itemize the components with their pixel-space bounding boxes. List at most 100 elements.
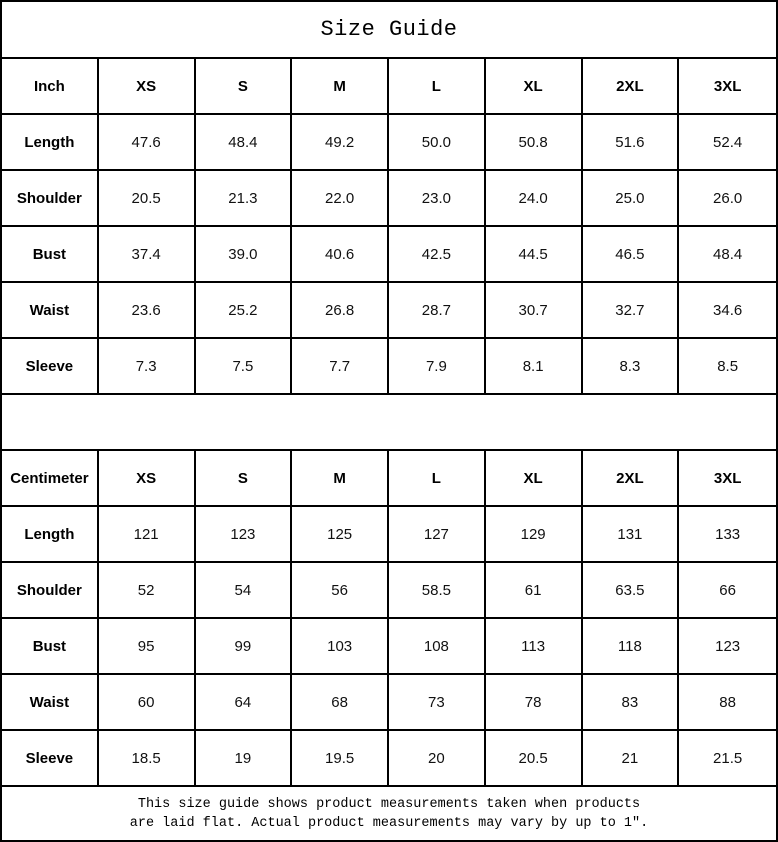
row-label-cell: Length: [2, 115, 99, 169]
value-cell: 20.5: [99, 171, 196, 225]
inch-table: Inch XS S M L XL 2XL 3XL Length 47.6 48.4 49.2 50.0 5…: [2, 59, 776, 395]
value-cell: 73: [389, 675, 486, 729]
value-cell: 52.4: [713, 133, 743, 151]
value-cell: 42.5: [389, 227, 486, 281]
row-label-cell: Waist: [2, 283, 99, 337]
value-cell: 46.5: [583, 227, 680, 281]
value-cell: 47.6: [99, 115, 196, 169]
measurement-row: Length 121 123 125 127 129 131 133: [2, 507, 776, 563]
value-cell: 32.7: [583, 283, 680, 337]
value-cell: 127: [389, 507, 486, 561]
value-cell: 121: [99, 507, 196, 561]
row-label-cell: Waist: [2, 675, 99, 729]
value-cell: 131: [583, 507, 680, 561]
value-cell: 48.4: [713, 245, 743, 263]
size-header-cell: S: [196, 59, 293, 113]
value-cell: 133: [715, 525, 741, 543]
value-cell: 26.8: [292, 283, 389, 337]
value-cell: 60: [99, 675, 196, 729]
value-cell: 34.6: [713, 301, 743, 319]
size-header-cell: L: [389, 59, 486, 113]
value-cell: 25.2: [196, 283, 293, 337]
row-label-cell: Sleeve: [2, 339, 99, 393]
size-header-cell: M: [292, 451, 389, 505]
value-cell: 26.0: [713, 189, 743, 207]
size-header-row: Centimeter XS S M L XL 2XL 3XL: [2, 451, 776, 507]
value-cell: 8.5: [717, 357, 739, 375]
value-cell: 8.3: [583, 339, 680, 393]
value-cell: 50.0: [389, 115, 486, 169]
value-cell: 19: [196, 731, 293, 785]
value-cell: 108: [389, 619, 486, 673]
value-cell: 48.4: [196, 115, 293, 169]
value-cell: 23.0: [389, 171, 486, 225]
row-label-cell: Length: [2, 507, 99, 561]
value-cell: 54: [196, 563, 293, 617]
row-label-cell: Shoulder: [2, 563, 99, 617]
value-cell: 125: [292, 507, 389, 561]
value-cell: 63.5: [583, 563, 680, 617]
size-header-cell: XS: [99, 451, 196, 505]
value-cell: 21: [583, 731, 680, 785]
value-cell: 64: [196, 675, 293, 729]
size-header-cell: XL: [486, 59, 583, 113]
value-cell: 7.7: [292, 339, 389, 393]
value-cell: 21.5: [713, 749, 743, 767]
row-label-cell: Sleeve: [2, 731, 99, 785]
value-cell: 40.6: [292, 227, 389, 281]
value-cell: 56: [292, 563, 389, 617]
value-cell: 113: [486, 619, 583, 673]
value-cell: 20: [389, 731, 486, 785]
title-row: Size Guide: [2, 2, 776, 59]
value-cell: 37.4: [99, 227, 196, 281]
measurement-row: Bust 95 99 103 108 113 118 123: [2, 619, 776, 675]
value-cell: 22.0: [292, 171, 389, 225]
value-cell: 24.0: [486, 171, 583, 225]
size-header-cell: XS: [99, 59, 196, 113]
value-cell: 7.3: [99, 339, 196, 393]
value-cell: 18.5: [99, 731, 196, 785]
value-cell: 103: [292, 619, 389, 673]
size-header-cell: M: [292, 59, 389, 113]
value-cell: 28.7: [389, 283, 486, 337]
measurement-row: Shoulder 52 54 56 58.5 61 63.5 66: [2, 563, 776, 619]
measurement-row: Sleeve 18.5 19 19.5 20 20.5 21 21.5: [2, 731, 776, 787]
size-header-cell: 2XL: [583, 59, 680, 113]
value-cell: 66: [719, 581, 736, 599]
measurement-row: Bust 37.4 39.0 40.6 42.5 44.5 46.5 48.4: [2, 227, 776, 283]
size-header-row: Inch XS S M L XL 2XL 3XL: [2, 59, 776, 115]
size-header-cell: L: [389, 451, 486, 505]
value-cell: 7.9: [389, 339, 486, 393]
unit-header-cell: Centimeter: [2, 451, 99, 505]
value-cell: 25.0: [583, 171, 680, 225]
footer-line-1: This size guide shows product measuremen…: [137, 796, 641, 812]
value-cell: 30.7: [486, 283, 583, 337]
value-cell: 95: [99, 619, 196, 673]
value-cell: 19.5: [292, 731, 389, 785]
value-cell: 8.1: [486, 339, 583, 393]
value-cell: 23.6: [99, 283, 196, 337]
value-cell: 68: [292, 675, 389, 729]
value-cell: 83: [583, 675, 680, 729]
measurement-row: Shoulder 20.5 21.3 22.0 23.0 24.0 25.0 26.0: [2, 171, 776, 227]
value-cell: 7.5: [196, 339, 293, 393]
value-cell: 123: [196, 507, 293, 561]
value-cell: 61: [486, 563, 583, 617]
measurement-row: Waist 23.6 25.2 26.8 28.7 30.7 32.7 34.6: [2, 283, 776, 339]
row-label-cell: Bust: [2, 619, 99, 673]
footer-note: This size guide shows product measuremen…: [2, 787, 776, 840]
footer-line-2: are laid flat. Actual product measuremen…: [129, 815, 649, 831]
row-label-cell: Bust: [2, 227, 99, 281]
size-header-cell: S: [196, 451, 293, 505]
size-header-cell: 3XL: [713, 469, 742, 487]
value-cell: 44.5: [486, 227, 583, 281]
value-cell: 49.2: [292, 115, 389, 169]
measurement-row: Sleeve 7.3 7.5 7.7 7.9 8.1 8.3 8.5: [2, 339, 776, 395]
value-cell: 50.8: [486, 115, 583, 169]
size-header-cell: 2XL: [583, 451, 680, 505]
page-title: Size Guide: [320, 17, 458, 42]
value-cell: 21.3: [196, 171, 293, 225]
value-cell: 123: [715, 637, 741, 655]
value-cell: 58.5: [389, 563, 486, 617]
